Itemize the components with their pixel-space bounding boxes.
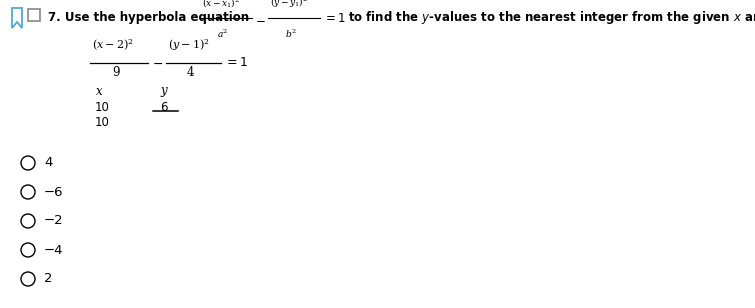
Text: $= 1$: $= 1$ (323, 13, 346, 26)
Text: 2: 2 (44, 273, 53, 286)
Bar (28, 9, 40, 21)
Text: $(x-x_1)^2$: $(x-x_1)^2$ (202, 0, 240, 10)
Text: −6: −6 (44, 185, 63, 198)
Text: $(y-1)^2$: $(y-1)^2$ (168, 37, 210, 53)
Text: $9$: $9$ (112, 65, 121, 79)
Text: $b^2$: $b^2$ (285, 28, 297, 40)
Text: $(y-y_1)^2$: $(y-y_1)^2$ (270, 0, 308, 10)
Text: 6: 6 (160, 101, 168, 114)
Text: $x$: $x$ (95, 85, 103, 98)
Text: $y$: $y$ (160, 85, 169, 99)
Text: $4$: $4$ (186, 65, 195, 79)
Text: −4: −4 (44, 244, 63, 257)
Text: $= 1$: $= 1$ (224, 56, 248, 70)
Text: $a^2$: $a^2$ (217, 28, 228, 40)
Text: 10: 10 (95, 101, 110, 114)
Text: −2: −2 (44, 214, 63, 228)
Text: 10: 10 (95, 116, 110, 129)
Text: 4: 4 (44, 156, 52, 169)
Text: to find the $y$-values to the nearest integer from the given $x$ and $y$-values : to find the $y$-values to the nearest in… (348, 10, 755, 26)
Text: 7. Use the hyperbola equation: 7. Use the hyperbola equation (48, 11, 249, 25)
Text: $-$: $-$ (255, 13, 266, 26)
Text: $-$: $-$ (152, 56, 163, 70)
Text: $(x-2)^2$: $(x-2)^2$ (92, 38, 134, 53)
